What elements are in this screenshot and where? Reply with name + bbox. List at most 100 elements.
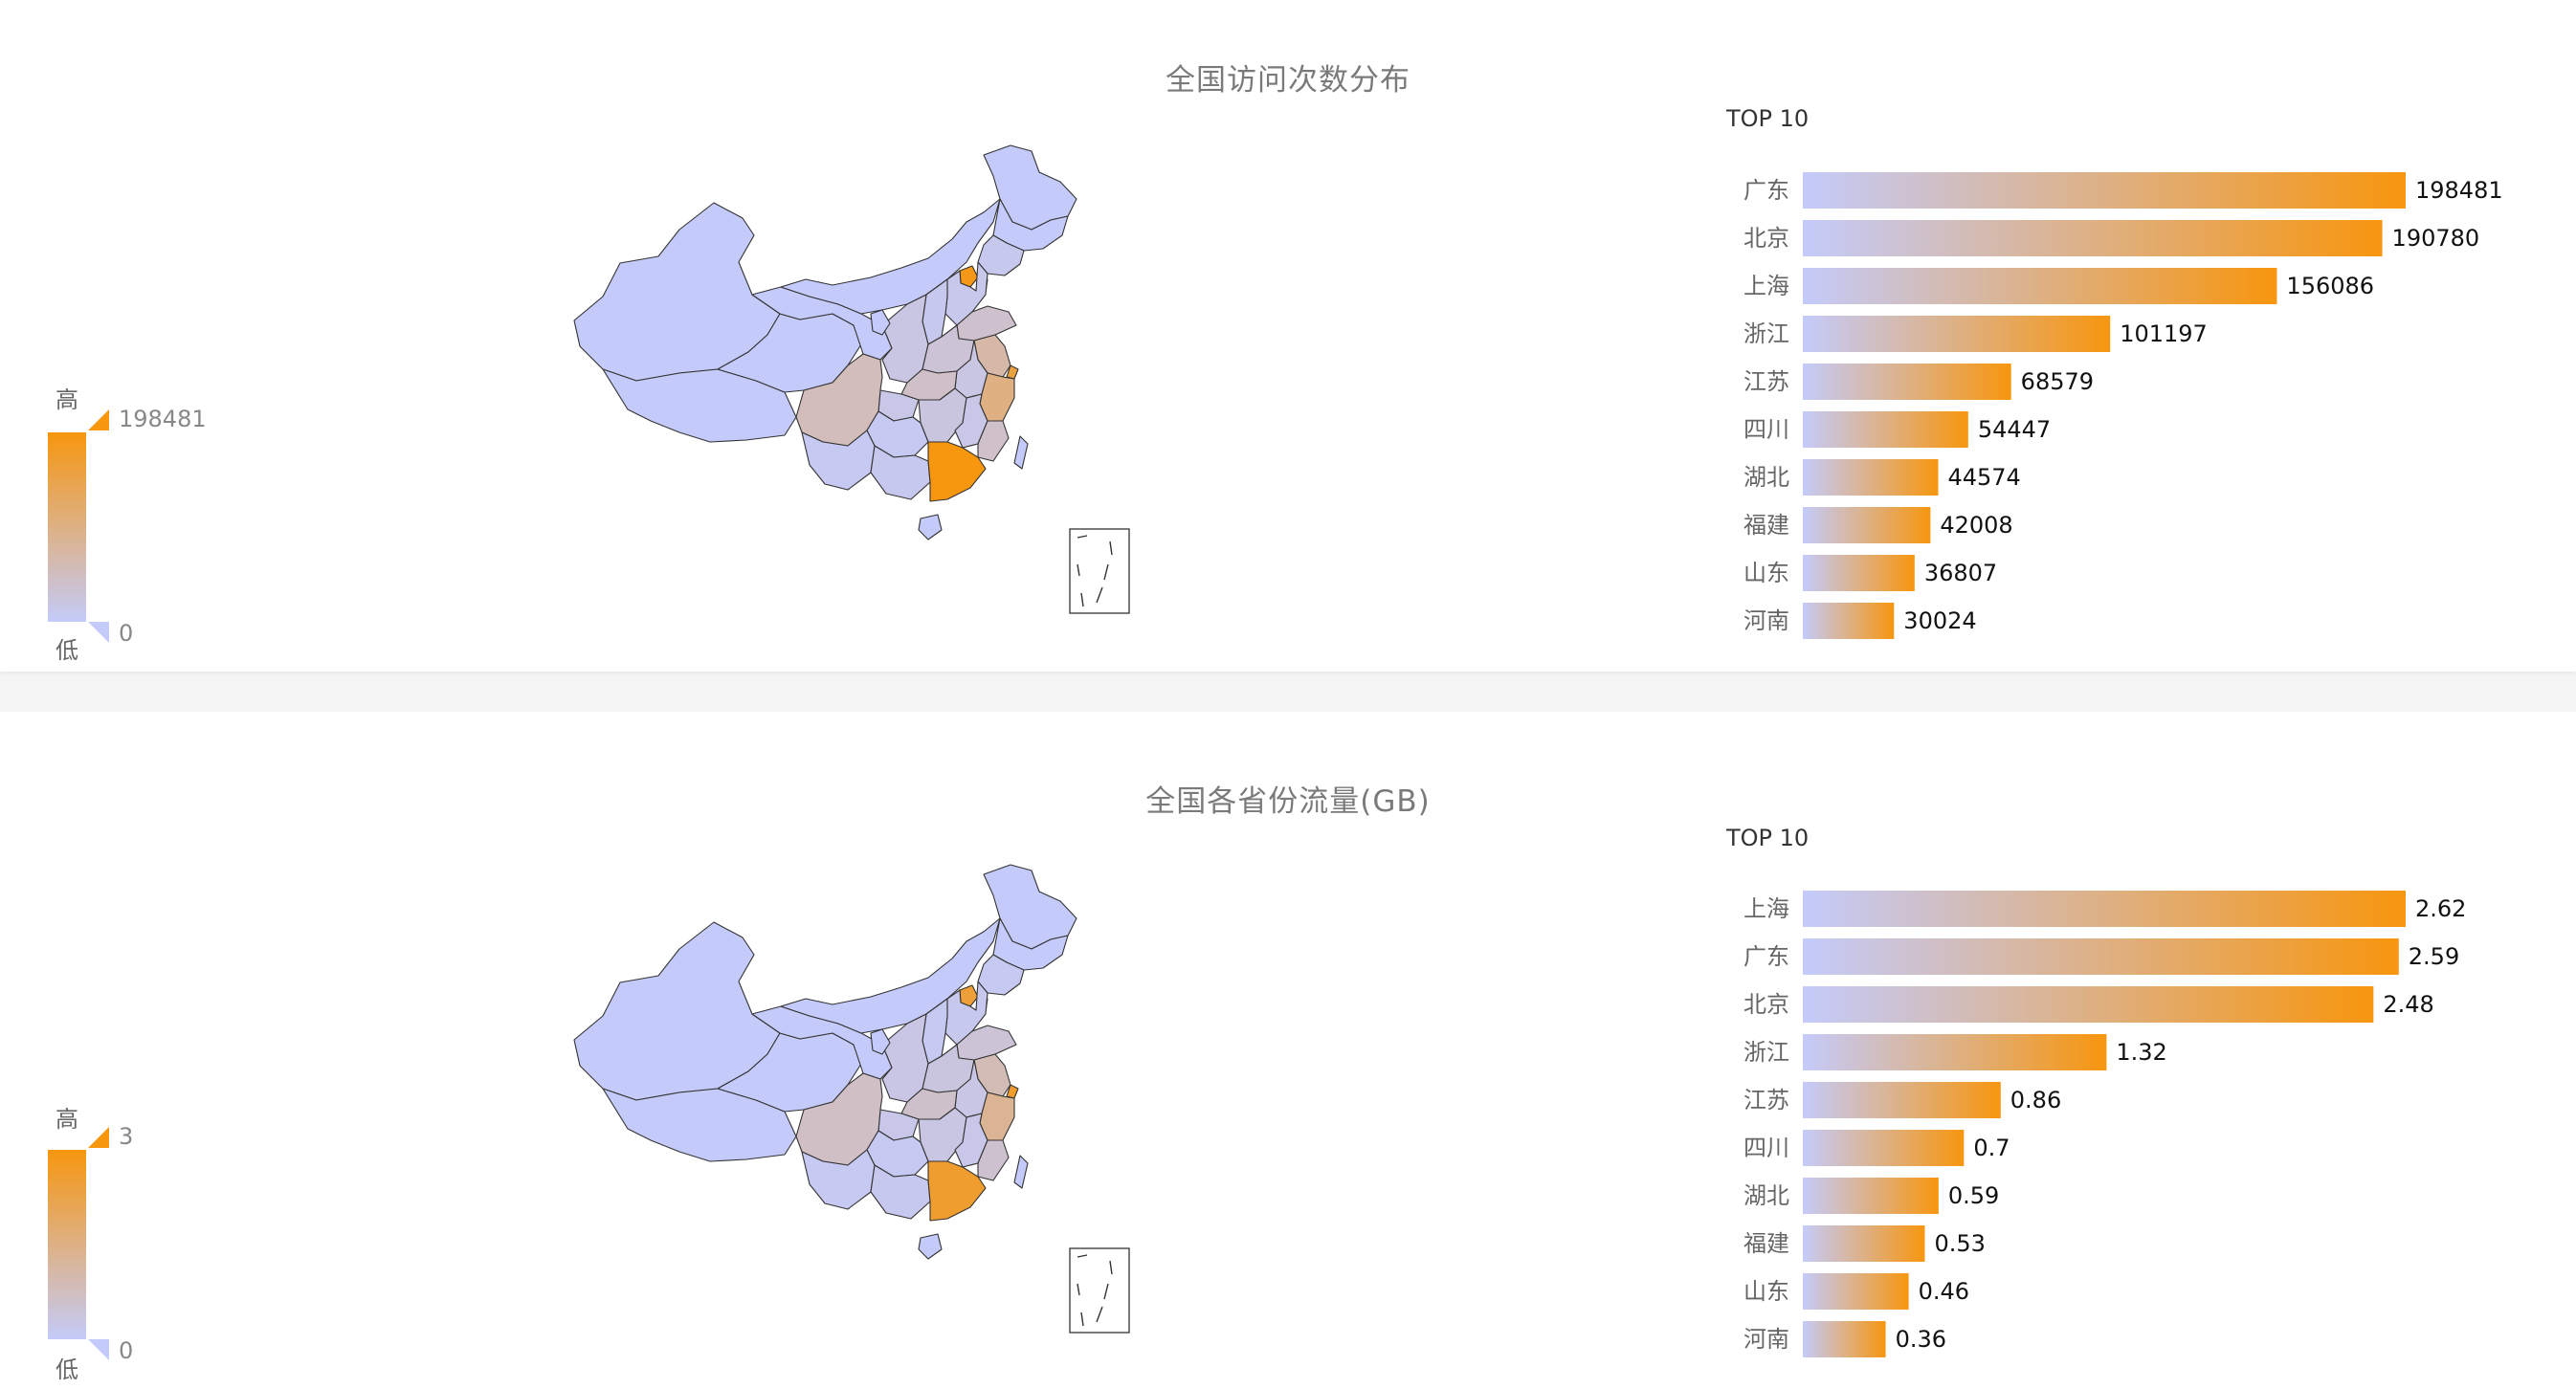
bar[interactable]: [1803, 986, 2374, 1023]
bar[interactable]: [1803, 507, 1931, 543]
bar-value-label: 1.32: [2116, 1039, 2166, 1066]
bar[interactable]: [1803, 1082, 2001, 1118]
visual-map-low-handle[interactable]: [88, 1339, 109, 1360]
visual-map-high-handle[interactable]: [88, 409, 109, 430]
bar-value-label: 101197: [2120, 320, 2208, 347]
bar-value-label: 68579: [2021, 368, 2094, 395]
bar-value-label: 198481: [2415, 177, 2503, 204]
bar[interactable]: [1803, 555, 1915, 591]
bar-category-label: 福建: [1743, 1230, 1789, 1257]
bar-value-label: 0.86: [2010, 1087, 2061, 1113]
bar-category-label: 浙江: [1743, 1039, 1789, 1066]
visual-map-legend[interactable]: 高 198481 0 低: [0, 0, 249, 672]
province-hainan[interactable]: [918, 514, 943, 540]
bar[interactable]: [1803, 1225, 1925, 1262]
province-tibet[interactable]: [602, 368, 797, 443]
china-map[interactable]: [545, 863, 1167, 1341]
bar-value-label: 30024: [1903, 607, 1976, 634]
bar-category-label: 湖北: [1743, 464, 1789, 491]
bar-category-label: 上海: [1743, 273, 1789, 299]
top10-label: TOP 10: [1726, 825, 1810, 851]
bar-value-label: 0.53: [1934, 1230, 1985, 1257]
bar[interactable]: [1803, 220, 2383, 256]
visual-map-min: 0: [119, 1337, 133, 1364]
bar[interactable]: [1803, 459, 1939, 496]
province-hainan[interactable]: [918, 1233, 943, 1260]
bar[interactable]: [1803, 891, 2406, 927]
visual-map-high-handle[interactable]: [88, 1127, 109, 1148]
visual-map-bar[interactable]: [48, 1150, 86, 1339]
bar[interactable]: [1803, 603, 1895, 639]
province-inner-mongolia[interactable]: [780, 917, 1001, 1034]
chart-title: 全国各省份流量(GB): [1145, 784, 1431, 819]
bar[interactable]: [1803, 268, 2277, 304]
bar[interactable]: [1803, 316, 2111, 352]
visual-map-max: 198481: [119, 406, 207, 432]
visual-map-low-label: 低: [56, 637, 78, 664]
bar-value-label: 2.48: [2383, 991, 2433, 1018]
china-map[interactable]: [545, 143, 1167, 622]
bar-category-label: 四川: [1743, 416, 1789, 443]
visual-map-min: 0: [119, 620, 133, 647]
bar-category-label: 福建: [1743, 512, 1789, 539]
visual-map-bar[interactable]: [48, 432, 86, 622]
bar-category-label: 广东: [1743, 177, 1789, 204]
bar-value-label: 0.59: [1948, 1182, 1999, 1209]
bar-category-label: 北京: [1743, 991, 1789, 1018]
bar-value-label: 42008: [1940, 512, 2012, 539]
chart-title: 全国访问次数分布: [1166, 63, 1410, 98]
visual-map-low-label: 低: [56, 1356, 78, 1383]
bar[interactable]: [1803, 411, 1968, 448]
province-tibet[interactable]: [602, 1088, 797, 1162]
province-liaoning[interactable]: [977, 954, 1025, 996]
province-guangdong[interactable]: [927, 441, 987, 502]
bar[interactable]: [1803, 172, 2406, 209]
province-inner-mongolia[interactable]: [780, 198, 1001, 315]
bar-value-label: 0.46: [1919, 1278, 1969, 1305]
bar[interactable]: [1803, 1178, 1939, 1214]
top10-label: TOP 10: [1726, 105, 1810, 132]
province-ningxia[interactable]: [870, 1028, 891, 1055]
top10-bar-chart: 上海 2.62 广东 2.59 北京 2.48 浙江 1.32 江苏 0.86 四川 0.7 湖北 0.5…: [1743, 891, 2466, 1357]
bar-category-label: 河南: [1743, 1326, 1789, 1353]
visual-map-high-label: 高: [56, 1106, 78, 1133]
province-fujian[interactable]: [977, 420, 1010, 462]
bar-category-label: 湖北: [1743, 1182, 1789, 1209]
bar[interactable]: [1803, 1130, 1965, 1166]
bar[interactable]: [1803, 938, 2399, 975]
visual-map-max: 3: [119, 1123, 133, 1150]
province-ningxia[interactable]: [870, 309, 891, 336]
bar-category-label: 四川: [1743, 1135, 1789, 1161]
province-fujian[interactable]: [977, 1139, 1010, 1181]
bar-category-label: 江苏: [1743, 1087, 1789, 1113]
province-taiwan[interactable]: [1013, 1155, 1029, 1189]
visits-panel: 全国访问次数分布 高 198481 0 低 TOP 10 广东 198481 北京 1…: [0, 0, 2576, 672]
bar-value-label: 190780: [2392, 225, 2480, 252]
bar-value-label: 2.62: [2415, 895, 2466, 922]
bar-value-label: 156086: [2286, 273, 2374, 299]
bar[interactable]: [1803, 1273, 1909, 1310]
bar-category-label: 广东: [1743, 943, 1789, 970]
bar-category-label: 江苏: [1743, 368, 1789, 395]
bar-category-label: 上海: [1743, 895, 1789, 922]
south-china-sea-inset: [1069, 1247, 1130, 1334]
province-liaoning[interactable]: [977, 234, 1025, 276]
bar[interactable]: [1803, 1321, 1886, 1357]
traffic-panel: 全国各省份流量(GB) 高 3 0 低 TOP 10 上海 2.62 广东 2.59 北…: [0, 712, 2576, 1389]
bar-value-label: 0.36: [1896, 1326, 1946, 1353]
bar-value-label: 2.59: [2409, 943, 2459, 970]
bar-value-label: 36807: [1924, 560, 1997, 586]
bar-value-label: 0.7: [1973, 1135, 2010, 1161]
province-taiwan[interactable]: [1013, 435, 1029, 470]
visual-map-legend[interactable]: 高 3 0 低: [0, 712, 249, 1389]
south-china-sea-inset: [1069, 528, 1130, 614]
bar-category-label: 山东: [1743, 1278, 1789, 1305]
province-guangdong[interactable]: [927, 1160, 987, 1222]
bar-category-label: 浙江: [1743, 320, 1789, 347]
visual-map-high-label: 高: [56, 386, 78, 413]
bar[interactable]: [1803, 1034, 2107, 1070]
visual-map-low-handle[interactable]: [88, 622, 109, 643]
bar-category-label: 北京: [1743, 225, 1789, 252]
bar[interactable]: [1803, 364, 2011, 400]
bar-category-label: 山东: [1743, 560, 1789, 586]
